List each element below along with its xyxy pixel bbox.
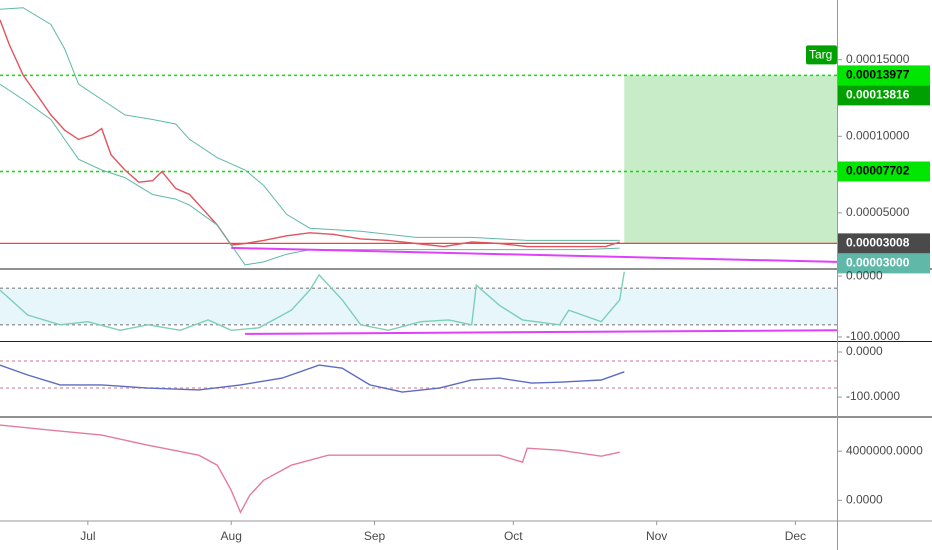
y-tick-label: 0.00015000 [846, 52, 910, 66]
series-line [0, 424, 620, 515]
price-tag-label: 0.00013816 [846, 88, 910, 102]
trendline [231, 246, 838, 263]
x-tick-label: Jul [80, 529, 95, 543]
price-tag-label: 0.00003000 [846, 256, 910, 270]
x-tick-label: Oct [504, 529, 523, 543]
price-tag-label: 0.00003008 [846, 236, 910, 250]
series-line [0, 271, 625, 332]
price-tag [838, 233, 930, 254]
price-tag [838, 161, 930, 182]
y-tick-label: 0.0000 [846, 268, 883, 282]
y-tick-label: -100.0000 [846, 329, 900, 343]
target-tag [806, 45, 837, 65]
price-tag [838, 85, 930, 106]
y-tick-label: 0.0000 [846, 344, 883, 358]
zone [624, 75, 837, 244]
price-tag-label: 0.00013977 [846, 68, 910, 82]
price-tag [838, 65, 930, 86]
series-line [0, 364, 625, 393]
y-tick-label: 4000000.0000 [846, 443, 923, 457]
price-tag-label: 0.00007702 [846, 164, 910, 178]
target-tag-label: Targ [809, 48, 832, 62]
zone [0, 288, 837, 325]
y-tick-label: 0.00005000 [846, 205, 910, 219]
x-tick-label: Aug [221, 529, 242, 543]
series-line [0, 83, 620, 266]
x-tick-label: Sep [364, 529, 386, 543]
x-tick-label: Dec [785, 529, 806, 543]
series-line [0, 7, 620, 241]
trendline [245, 329, 838, 335]
y-tick-label: 0.0000 [846, 493, 883, 507]
y-tick-label: -100.0000 [846, 389, 900, 403]
y-tick-label: 0.00010000 [846, 128, 910, 142]
x-tick-label: Nov [646, 529, 667, 543]
price-tag [838, 253, 930, 274]
